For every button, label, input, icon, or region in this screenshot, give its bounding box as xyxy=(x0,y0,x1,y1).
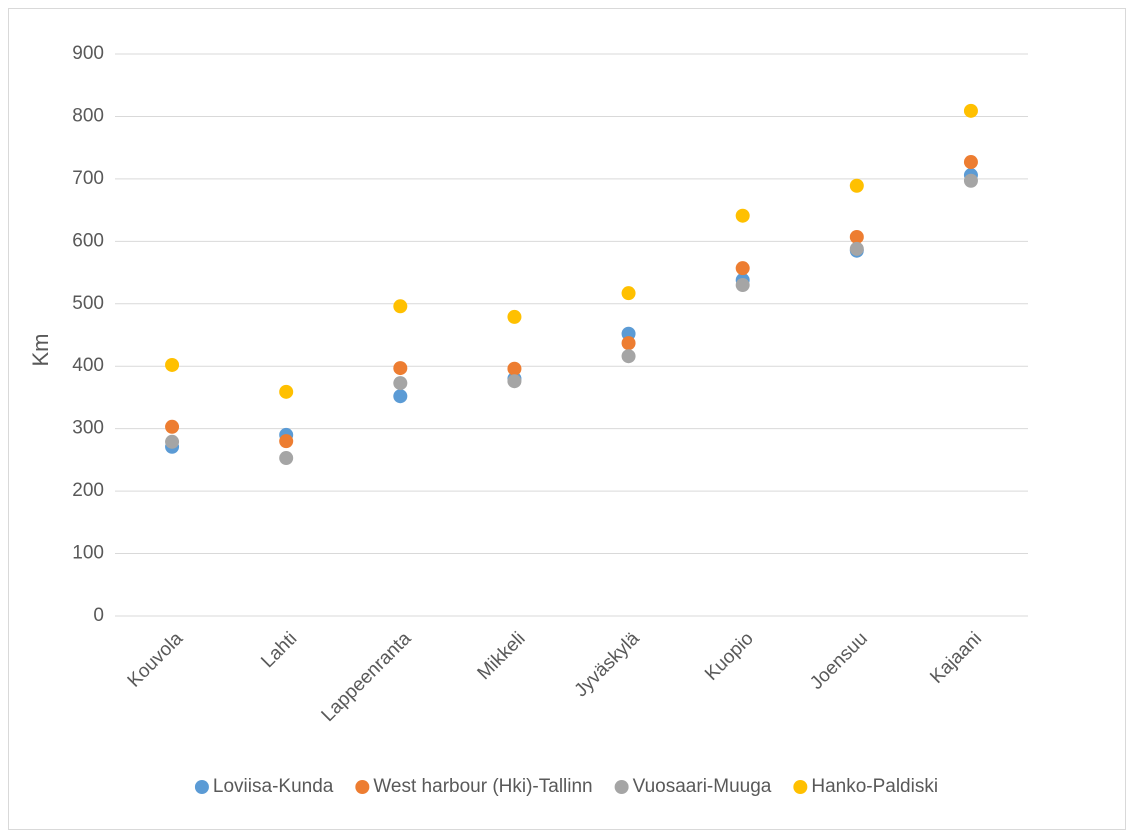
point xyxy=(621,336,636,351)
legend-marker xyxy=(355,780,370,794)
legend-marker xyxy=(614,780,629,794)
point xyxy=(393,299,408,314)
legend-label: Vuosaari-Muuga xyxy=(633,776,772,797)
y-tick-label: 0 xyxy=(93,605,104,626)
point xyxy=(165,434,180,449)
point xyxy=(963,155,978,170)
point xyxy=(507,309,522,324)
legend-marker xyxy=(793,780,808,794)
y-tick-label: 300 xyxy=(72,418,104,439)
point xyxy=(621,286,636,301)
point xyxy=(735,278,750,293)
y-tick-label: 900 xyxy=(72,43,104,64)
y-tick-label: 600 xyxy=(72,230,104,251)
point xyxy=(393,361,408,376)
y-tick-label: 100 xyxy=(72,543,104,564)
y-tick-label: 700 xyxy=(72,168,104,189)
point xyxy=(165,357,180,372)
point xyxy=(963,103,978,118)
legend-marker xyxy=(194,780,209,794)
point xyxy=(963,173,978,188)
y-tick-label: 400 xyxy=(72,355,104,376)
legend-label: Hanko-Paldiski xyxy=(811,776,938,797)
point xyxy=(279,434,294,449)
y-tick-label: 500 xyxy=(72,293,104,314)
point xyxy=(279,384,294,399)
chart-border xyxy=(8,8,1126,830)
y-tick-label: 200 xyxy=(72,480,104,501)
point xyxy=(849,178,864,193)
point xyxy=(849,229,864,244)
point xyxy=(507,374,522,389)
legend-label: West harbour (Hki)-Tallinn xyxy=(373,776,592,797)
y-axis-label: Km xyxy=(28,334,53,367)
point xyxy=(735,208,750,223)
point xyxy=(393,389,408,404)
point xyxy=(849,241,864,256)
point xyxy=(507,361,522,376)
point xyxy=(621,349,636,364)
point xyxy=(393,376,408,391)
point xyxy=(735,261,750,276)
point xyxy=(165,419,180,434)
point xyxy=(279,451,294,466)
legend-label: Loviisa-Kunda xyxy=(213,776,334,797)
y-tick-label: 800 xyxy=(72,105,104,126)
